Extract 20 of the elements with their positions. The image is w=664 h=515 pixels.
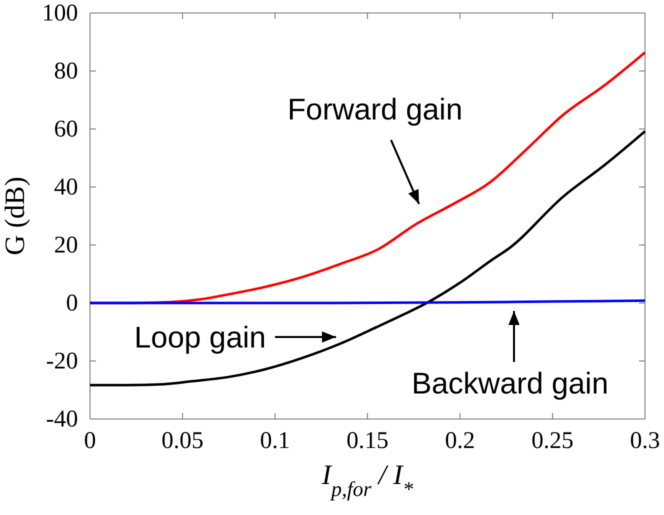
annotation: Loop gain	[134, 322, 266, 354]
y-tick-label: -40	[46, 406, 78, 433]
y-tick-label: 80	[54, 58, 78, 85]
y-tick-label: 0	[66, 290, 78, 317]
x-tick-label: 0	[84, 428, 96, 454]
annotation: Forward gain	[287, 94, 463, 126]
y-tick-label: 40	[54, 174, 78, 201]
y-tick-label: 60	[54, 116, 78, 143]
y-tick-label: -20	[46, 348, 78, 375]
x-tick-label: 0.25	[532, 428, 574, 454]
y-tick-label: 100	[42, 0, 78, 27]
y-tick-label: 20	[54, 232, 78, 259]
y-axis-title: G (dB)	[0, 176, 31, 256]
x-tick-label: 0.3	[630, 428, 660, 454]
x-tick-label: 0.05	[162, 428, 204, 454]
x-axis-title: I$_{p,for}$ / I$_{*}$	[320, 460, 414, 501]
x-tick-label: 0.2	[445, 428, 475, 454]
x-tick-label: 0.15	[346, 428, 388, 454]
annotation: Backward gain	[412, 368, 608, 400]
x-tick-label: 0.1	[260, 428, 290, 454]
